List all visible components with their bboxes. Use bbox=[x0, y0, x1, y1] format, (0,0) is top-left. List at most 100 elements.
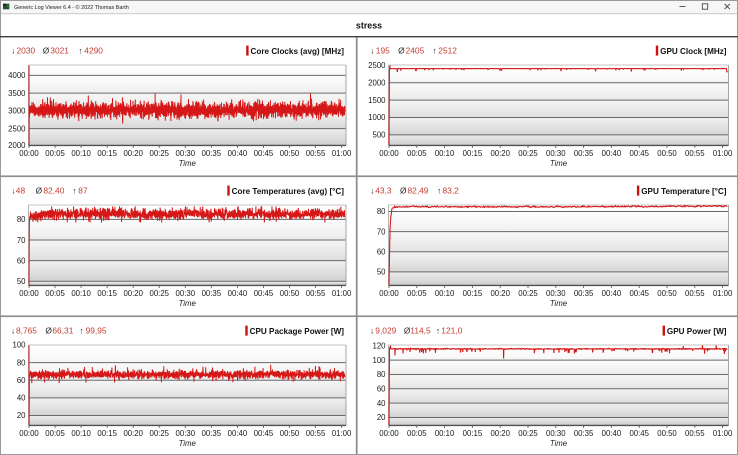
svg-text:00:40: 00:40 bbox=[602, 149, 622, 158]
svg-text:00:30: 00:30 bbox=[176, 289, 196, 298]
svg-text:3500: 3500 bbox=[8, 89, 26, 98]
svg-text:01:00: 01:00 bbox=[332, 149, 352, 158]
svg-text:60: 60 bbox=[17, 256, 26, 265]
svg-text:2500: 2500 bbox=[368, 61, 386, 70]
svg-text:00:40: 00:40 bbox=[602, 429, 622, 438]
svg-text:Core Temperatures (avg) [°C]: Core Temperatures (avg) [°C] bbox=[232, 187, 345, 196]
svg-text:00:10: 00:10 bbox=[435, 289, 455, 298]
svg-text:00:00: 00:00 bbox=[379, 429, 399, 438]
svg-text:00:10: 00:10 bbox=[435, 429, 455, 438]
svg-text:00:50: 00:50 bbox=[280, 429, 300, 438]
svg-text:00:45: 00:45 bbox=[629, 149, 649, 158]
svg-text:00:20: 00:20 bbox=[490, 289, 510, 298]
svg-text:121,0: 121,0 bbox=[441, 326, 462, 336]
svg-text:Time: Time bbox=[550, 299, 568, 308]
svg-text:Ø: Ø bbox=[45, 326, 52, 336]
svg-text:00:40: 00:40 bbox=[602, 289, 622, 298]
svg-text:00:45: 00:45 bbox=[629, 289, 649, 298]
svg-text:01:00: 01:00 bbox=[332, 289, 352, 298]
svg-text:00:10: 00:10 bbox=[71, 149, 91, 158]
svg-text:00:00: 00:00 bbox=[19, 289, 39, 298]
svg-text:1500: 1500 bbox=[368, 96, 386, 105]
svg-text:100: 100 bbox=[12, 341, 26, 350]
svg-text:00:00: 00:00 bbox=[19, 429, 39, 438]
svg-text:00:05: 00:05 bbox=[45, 429, 65, 438]
svg-text:00:00: 00:00 bbox=[19, 149, 39, 158]
svg-text:00:55: 00:55 bbox=[685, 289, 705, 298]
svg-text:00:30: 00:30 bbox=[176, 149, 196, 158]
svg-text:00:05: 00:05 bbox=[45, 149, 65, 158]
svg-text:01:00: 01:00 bbox=[713, 149, 733, 158]
svg-text:00:25: 00:25 bbox=[149, 289, 169, 298]
svg-text:70: 70 bbox=[377, 227, 386, 236]
svg-text:Ø: Ø bbox=[43, 46, 50, 56]
svg-text:00:20: 00:20 bbox=[490, 149, 510, 158]
svg-text:00:00: 00:00 bbox=[379, 149, 399, 158]
svg-text:80: 80 bbox=[17, 215, 26, 224]
svg-text:00:05: 00:05 bbox=[407, 289, 427, 298]
svg-text:20: 20 bbox=[377, 413, 386, 422]
svg-text:Time: Time bbox=[179, 299, 197, 308]
svg-text:Time: Time bbox=[550, 159, 568, 168]
svg-text:↑: ↑ bbox=[78, 46, 82, 56]
svg-text:50: 50 bbox=[377, 268, 386, 277]
svg-text:01:00: 01:00 bbox=[332, 429, 352, 438]
svg-text:00:25: 00:25 bbox=[149, 429, 169, 438]
svg-text:80: 80 bbox=[377, 207, 386, 216]
svg-text:2500: 2500 bbox=[8, 124, 26, 133]
svg-text:Ø: Ø bbox=[400, 186, 407, 196]
svg-text:00:50: 00:50 bbox=[657, 149, 677, 158]
svg-text:↓: ↓ bbox=[370, 326, 374, 336]
svg-text:00:45: 00:45 bbox=[629, 429, 649, 438]
svg-text:Core Clocks (avg) [MHz]: Core Clocks (avg) [MHz] bbox=[251, 47, 345, 56]
svg-text:↓: ↓ bbox=[370, 46, 374, 56]
svg-text:00:40: 00:40 bbox=[228, 429, 248, 438]
svg-text:00:35: 00:35 bbox=[202, 289, 222, 298]
svg-text:00:30: 00:30 bbox=[546, 429, 566, 438]
svg-text:00:15: 00:15 bbox=[97, 289, 117, 298]
svg-text:60: 60 bbox=[377, 385, 386, 394]
svg-text:9,029: 9,029 bbox=[375, 326, 396, 336]
svg-text:00:55: 00:55 bbox=[685, 149, 705, 158]
svg-text:82,49: 82,49 bbox=[408, 186, 429, 196]
svg-text:40: 40 bbox=[377, 399, 386, 408]
svg-text:2000: 2000 bbox=[8, 141, 26, 150]
svg-text:00:10: 00:10 bbox=[71, 429, 91, 438]
svg-text:00:15: 00:15 bbox=[463, 149, 483, 158]
svg-text:00:45: 00:45 bbox=[254, 289, 274, 298]
svg-text:↑: ↑ bbox=[79, 326, 83, 336]
svg-text:66,31: 66,31 bbox=[52, 326, 73, 336]
svg-text:00:15: 00:15 bbox=[97, 149, 117, 158]
svg-text:Ø: Ø bbox=[36, 186, 43, 196]
svg-text:00:30: 00:30 bbox=[546, 289, 566, 298]
svg-text:114,5: 114,5 bbox=[410, 326, 431, 336]
svg-text:60: 60 bbox=[377, 247, 386, 256]
svg-text:00:20: 00:20 bbox=[123, 149, 143, 158]
svg-text:00:35: 00:35 bbox=[574, 289, 594, 298]
svg-text:4000: 4000 bbox=[8, 71, 26, 80]
svg-text:GPU Temperature [°C]: GPU Temperature [°C] bbox=[641, 187, 727, 196]
svg-text:83,2: 83,2 bbox=[443, 186, 460, 196]
svg-text:00:40: 00:40 bbox=[228, 149, 248, 158]
svg-text:2030: 2030 bbox=[17, 46, 36, 56]
svg-text:00:35: 00:35 bbox=[202, 149, 222, 158]
svg-text:00:05: 00:05 bbox=[407, 149, 427, 158]
svg-text:00:50: 00:50 bbox=[280, 289, 300, 298]
svg-text:195: 195 bbox=[376, 46, 390, 56]
svg-text:↓: ↓ bbox=[11, 46, 15, 56]
svg-text:00:55: 00:55 bbox=[685, 429, 705, 438]
svg-text:Time: Time bbox=[179, 159, 197, 168]
svg-text:00:45: 00:45 bbox=[254, 429, 274, 438]
svg-text:40: 40 bbox=[17, 394, 26, 403]
svg-text:00:05: 00:05 bbox=[45, 289, 65, 298]
svg-text:00:55: 00:55 bbox=[306, 289, 326, 298]
svg-text:00:55: 00:55 bbox=[306, 429, 326, 438]
svg-text:00:05: 00:05 bbox=[407, 429, 427, 438]
svg-text:00:25: 00:25 bbox=[149, 149, 169, 158]
svg-text:00:25: 00:25 bbox=[518, 429, 538, 438]
svg-text:00:30: 00:30 bbox=[176, 429, 196, 438]
svg-text:3000: 3000 bbox=[8, 107, 26, 116]
svg-text:00:35: 00:35 bbox=[574, 429, 594, 438]
svg-text:00:20: 00:20 bbox=[490, 429, 510, 438]
svg-text:43,3: 43,3 bbox=[375, 186, 392, 196]
